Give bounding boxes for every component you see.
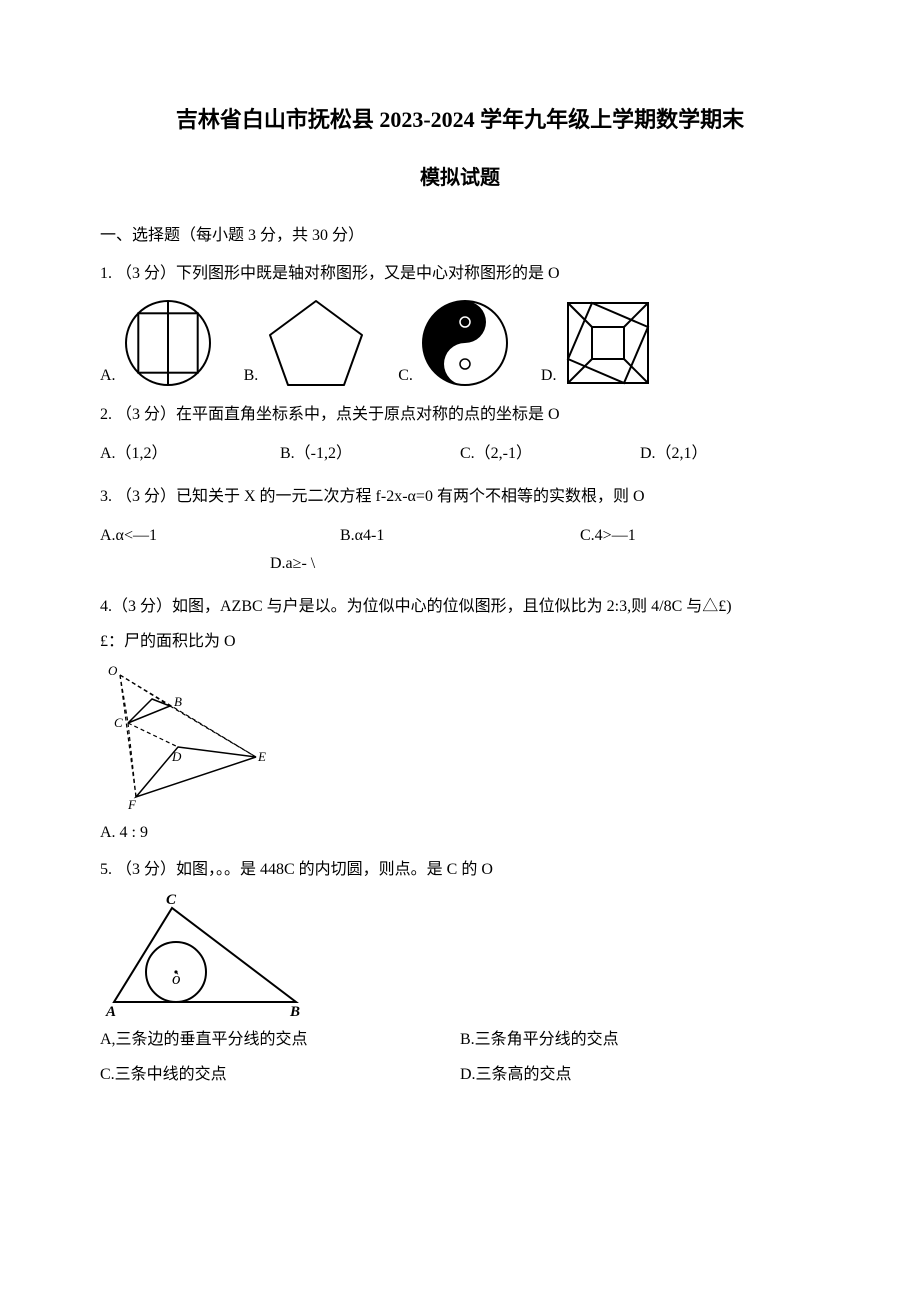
q2-option-d: D.（2,1） <box>640 440 820 469</box>
q1-figure-d <box>560 295 656 391</box>
svg-text:B: B <box>289 1004 300 1020</box>
q1-figure-c <box>417 295 513 391</box>
q1-figure-a <box>120 295 216 391</box>
svg-text:A: A <box>105 1004 116 1020</box>
q5-option-c: C.三条中线的交点 <box>100 1061 460 1090</box>
q5-text: 5. （3 分）如图，。。是 448C 的内切圆，则点。是 C 的 O <box>100 856 820 885</box>
q1-options: A. B. C. D. <box>100 295 820 391</box>
svg-text:F: F <box>127 797 137 812</box>
svg-text:E: E <box>257 749 266 764</box>
svg-text:O: O <box>108 663 118 678</box>
q1-option-c: C. <box>398 295 513 391</box>
q4-answer-a: A. 4 : 9 <box>100 819 820 848</box>
q5-option-b: B.三条角平分线的交点 <box>460 1026 820 1055</box>
q3-option-d: D.a≥- \ <box>270 550 820 579</box>
q2-text: 2. （3 分）在平面直角坐标系中，点关于原点对称的点的坐标是 O <box>100 401 820 430</box>
q3-options-row1: A.α<—1 B.α4-1 C.4>—1 <box>100 522 820 551</box>
q1-option-d: D. <box>541 295 657 391</box>
q1-figure-b <box>262 295 370 391</box>
q4-figure-wrap: O B C D E F <box>100 663 820 813</box>
q3-option-a: A.α<—1 <box>100 522 340 551</box>
q3-text: 3. （3 分）已知关于 X 的一元二次方程 f-2x-α=0 有两个不相等的实… <box>100 483 820 512</box>
q4-figure: O B C D E F <box>100 663 270 813</box>
q1-option-a-label: A. <box>100 362 116 391</box>
svg-text:D: D <box>171 749 182 764</box>
q4-text-line1: 4.（3 分）如图，AZBC 与户是以。为位似中心的位似图形，且位似比为 2:3… <box>100 593 820 622</box>
q5-options-row1: A,三条边的垂直平分线的交点 B.三条角平分线的交点 <box>100 1026 820 1055</box>
q1-option-d-label: D. <box>541 362 557 391</box>
q2-option-a: A.（1,2） <box>100 440 280 469</box>
q1-option-c-label: C. <box>398 362 413 391</box>
q5-figure: A B C ò <box>100 890 310 1020</box>
q5-option-d: D.三条高的交点 <box>460 1061 820 1090</box>
svg-text:B: B <box>174 694 182 709</box>
section-heading: 一、选择题（每小题 3 分，共 30 分） <box>100 222 820 251</box>
q1-option-a: A. <box>100 295 216 391</box>
q4-text-line2: £：尸的面积比为 O <box>100 628 820 657</box>
q5-option-a: A,三条边的垂直平分线的交点 <box>100 1026 460 1055</box>
q5-figure-wrap: A B C ò <box>100 890 820 1020</box>
q1-option-b-label: B. <box>244 362 259 391</box>
svg-text:C: C <box>166 892 177 908</box>
svg-text:C: C <box>114 715 123 730</box>
q1-text: 1. （3 分）下列图形中既是轴对称图形，又是中心对称图形的是 O <box>100 260 820 289</box>
page-subtitle: 模拟试题 <box>100 160 820 196</box>
q2-option-c: C.（2,-1） <box>460 440 640 469</box>
q1-option-b: B. <box>244 295 371 391</box>
q2-option-b: B.（-1,2） <box>280 440 460 469</box>
q3-option-c: C.4>—1 <box>580 522 820 551</box>
q2-options: A.（1,2） B.（-1,2） C.（2,-1） D.（2,1） <box>100 440 820 469</box>
q5-options-row2: C.三条中线的交点 D.三条高的交点 <box>100 1061 820 1090</box>
svg-text:ò: ò <box>172 969 181 988</box>
q3-option-b: B.α4-1 <box>340 522 580 551</box>
page-title: 吉林省白山市抚松县 2023-2024 学年九年级上学期数学期末 <box>100 100 820 140</box>
